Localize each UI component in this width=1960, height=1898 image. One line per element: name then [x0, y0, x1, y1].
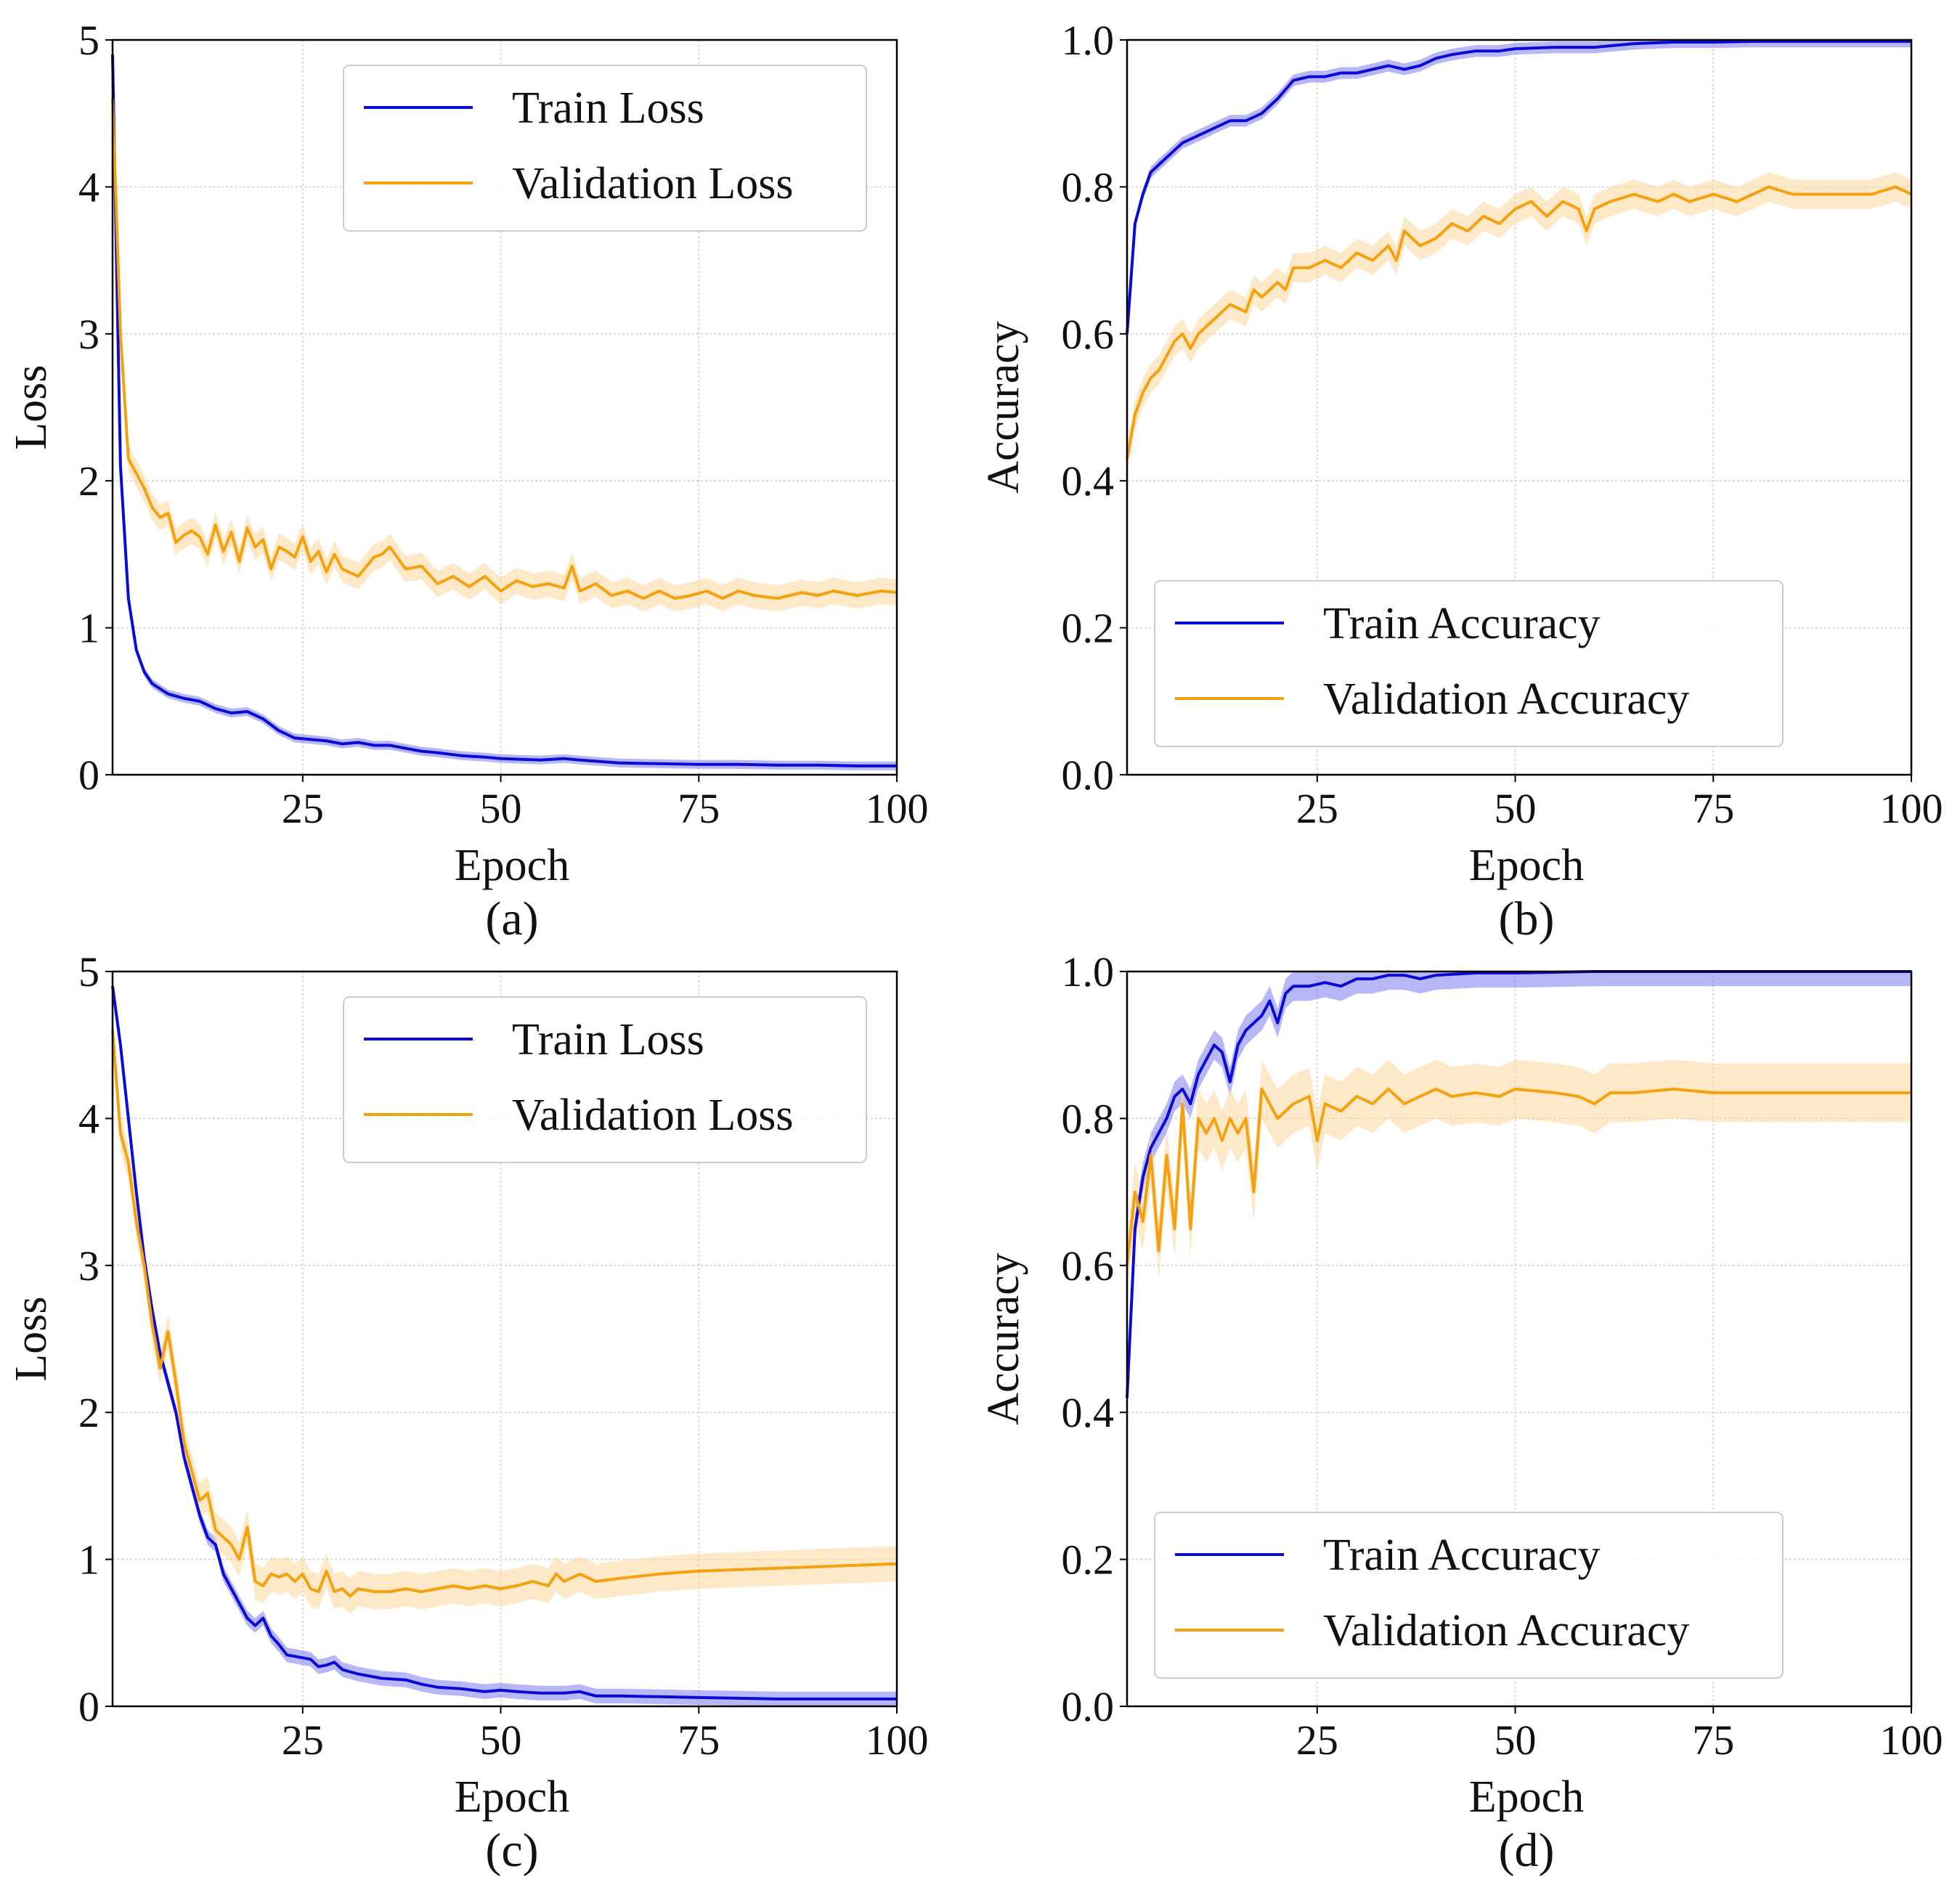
y-tick-label: 0.4: [1062, 457, 1115, 505]
x-axis-label: Epoch: [1469, 1772, 1584, 1822]
series-line-train-accuracy: [1126, 970, 1911, 1398]
x-axis-label: Epoch: [455, 841, 569, 890]
y-tick-label: 0.2: [1062, 1536, 1115, 1584]
legend-box: [343, 996, 867, 1163]
legend-label: Validation Loss: [512, 1091, 793, 1140]
x-tick-label: 100: [1880, 785, 1943, 832]
series-line-train-accuracy: [1126, 40, 1911, 334]
x-axis-label: Epoch: [455, 1772, 569, 1822]
chart-panel-c: 25 50 75 100 0 1 2 3 4 5 Epoch Loss (c) Train Loss Val…: [7, 948, 929, 1877]
x-tick-label: 50: [480, 1716, 522, 1764]
series-line-train-loss: [111, 985, 897, 1701]
panel-caption: (b): [1499, 892, 1555, 945]
x-tick-label: 25: [1296, 785, 1338, 832]
series-line-validation-loss: [111, 98, 898, 600]
x-tick-label: 50: [1495, 1716, 1537, 1764]
series-line-train-loss: [111, 54, 897, 767]
chart-panel-a: 25 50 75 100 0 1 2 3 4 5 Epoch Loss (a) Train Loss Val…: [7, 17, 929, 945]
legend: Train Accuracy Validation Accuracy: [1154, 580, 1784, 747]
x-tick-label: 25: [282, 785, 324, 832]
legend-label: Train Accuracy: [1323, 1531, 1601, 1580]
y-tick-label: 4: [78, 163, 99, 211]
y-tick-label: 3: [78, 1242, 99, 1290]
y-tick-label: 3: [78, 311, 99, 358]
x-tick-label: 100: [866, 785, 929, 832]
legend: Train Loss Validation Loss: [343, 996, 867, 1163]
x-axis-label: Epoch: [1469, 841, 1584, 890]
legend-label: Train Accuracy: [1323, 599, 1601, 648]
plot-frame: [111, 970, 898, 1708]
y-tick-label: 0.6: [1062, 1242, 1115, 1290]
y-tick-label: 1.0: [1062, 948, 1115, 995]
chart-panel-b: 25 50 75 100 0.0 0.2 0.4 0.6 0.8 1.0 Epoch Accuracy…: [979, 17, 1943, 945]
x-tick-label: 50: [480, 785, 522, 832]
band-validation-accuracy: [1127, 172, 1911, 474]
series-line-validation-accuracy: [1126, 1087, 1911, 1266]
y-tick-label: 0.8: [1062, 1095, 1115, 1142]
x-tick-label: 75: [1692, 1716, 1734, 1764]
plot-frame: [111, 38, 898, 776]
x-tick-label: 75: [1692, 785, 1734, 832]
legend-box: [1154, 1512, 1784, 1679]
y-axis-label: Loss: [7, 1296, 56, 1381]
series-line-validation-accuracy: [1126, 185, 1912, 460]
y-tick-label: 5: [78, 17, 99, 64]
y-tick-label: 0.2: [1062, 605, 1115, 652]
legend-label: Validation Accuracy: [1323, 675, 1689, 724]
band-validation-loss: [113, 1012, 897, 1614]
y-tick-label: 0.6: [1062, 311, 1115, 358]
legend: Train Loss Validation Loss: [343, 65, 867, 232]
legend: Train Accuracy Validation Accuracy: [1154, 1512, 1784, 1679]
y-tick-label: 1: [78, 1536, 99, 1584]
y-tick-label: 2: [78, 457, 99, 505]
series-line-validation-loss: [111, 1030, 898, 1598]
panel-caption: (a): [485, 892, 538, 945]
y-tick-label: 0: [78, 752, 99, 799]
x-tick-label: 100: [1880, 1716, 1943, 1764]
legend-label: Validation Loss: [512, 159, 793, 208]
legend-label: Train Loss: [512, 84, 704, 133]
y-tick-label: 4: [78, 1095, 99, 1142]
plot-frame: [1126, 970, 1913, 1708]
legend-box: [343, 65, 867, 232]
y-tick-label: 0: [78, 1683, 99, 1730]
y-tick-label: 1.0: [1062, 17, 1115, 64]
y-tick-label: 0.8: [1062, 163, 1115, 211]
x-tick-label: 75: [678, 785, 720, 832]
y-tick-label: 2: [78, 1389, 99, 1436]
x-tick-label: 25: [1296, 1716, 1338, 1764]
legend-label: Validation Accuracy: [1323, 1606, 1689, 1655]
y-axis-label: Accuracy: [979, 321, 1028, 494]
y-axis-label: Accuracy: [979, 1253, 1028, 1425]
legend-box: [1154, 580, 1784, 747]
y-tick-label: 1: [78, 605, 99, 652]
y-tick-label: 0.0: [1062, 1683, 1115, 1730]
panel-caption: (d): [1499, 1824, 1555, 1877]
y-tick-label: 0.0: [1062, 752, 1115, 799]
y-tick-label: 0.4: [1062, 1389, 1115, 1436]
y-tick-label: 5: [78, 948, 99, 995]
chart-panel-d: 25 50 75 100 0.0 0.2 0.4 0.6 0.8 1.0 Epoch Accuracy…: [979, 948, 1943, 1877]
plot-frame: [1126, 38, 1913, 776]
x-tick-label: 25: [282, 1716, 324, 1764]
y-axis-label: Loss: [7, 364, 56, 449]
x-tick-label: 75: [678, 1716, 720, 1764]
panel-caption: (c): [485, 1824, 538, 1877]
x-tick-label: 100: [866, 1716, 929, 1764]
x-tick-label: 50: [1495, 785, 1537, 832]
legend-label: Train Loss: [512, 1015, 704, 1064]
